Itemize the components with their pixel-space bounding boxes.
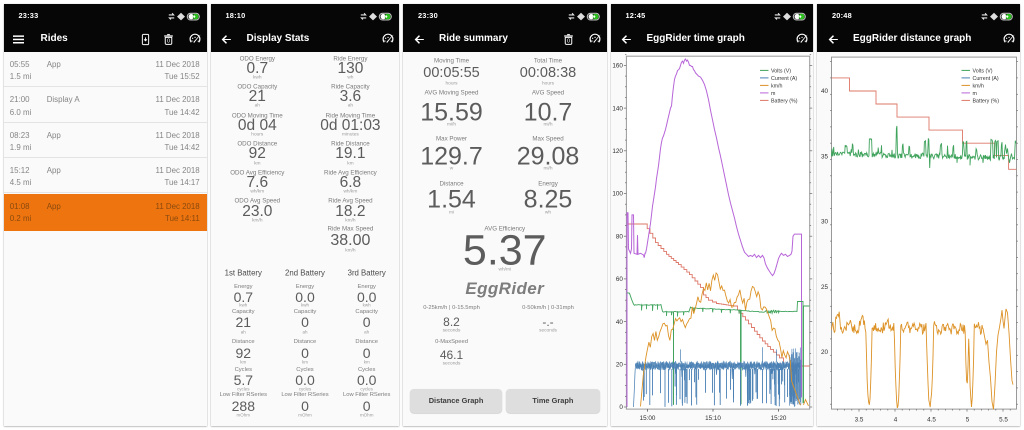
svg-text:Current (A): Current (A) xyxy=(973,75,999,81)
svg-text:35: 35 xyxy=(821,153,829,160)
svg-text:0: 0 xyxy=(567,38,570,44)
svg-text:km/h: km/h xyxy=(771,83,783,89)
svg-text:4: 4 xyxy=(894,416,898,423)
svg-text:Volts (V): Volts (V) xyxy=(973,68,993,74)
svg-text:Volts (V): Volts (V) xyxy=(771,68,791,74)
svg-text:100: 100 xyxy=(612,190,623,197)
svg-text:20: 20 xyxy=(615,361,623,368)
svg-text:Battery (%): Battery (%) xyxy=(973,98,1000,104)
svg-text:0: 0 xyxy=(167,38,170,44)
svg-text:80: 80 xyxy=(615,233,623,240)
svg-text:Battery (%): Battery (%) xyxy=(771,98,798,104)
svg-text:0: 0 xyxy=(619,404,623,411)
svg-text:3.5: 3.5 xyxy=(855,416,864,423)
svg-text:4.5: 4.5 xyxy=(927,416,936,423)
svg-text:15:10: 15:10 xyxy=(705,415,721,422)
svg-text:20: 20 xyxy=(821,349,829,356)
svg-text:120: 120 xyxy=(612,148,623,155)
svg-text:160: 160 xyxy=(612,62,623,69)
svg-text:40: 40 xyxy=(821,88,829,95)
svg-text:25: 25 xyxy=(821,283,829,290)
svg-text:40: 40 xyxy=(615,318,623,325)
svg-text:30: 30 xyxy=(821,218,829,225)
svg-text:m: m xyxy=(771,90,776,96)
svg-text:15:20: 15:20 xyxy=(770,415,786,422)
svg-text:15:00: 15:00 xyxy=(639,415,655,422)
svg-text:5: 5 xyxy=(966,416,970,423)
svg-text:Current (A): Current (A) xyxy=(771,75,797,81)
svg-text:km/h: km/h xyxy=(973,83,985,89)
svg-text:m: m xyxy=(973,90,978,96)
svg-text:140: 140 xyxy=(612,105,623,112)
svg-text:5.5: 5.5 xyxy=(999,416,1008,423)
svg-text:60: 60 xyxy=(615,276,623,283)
